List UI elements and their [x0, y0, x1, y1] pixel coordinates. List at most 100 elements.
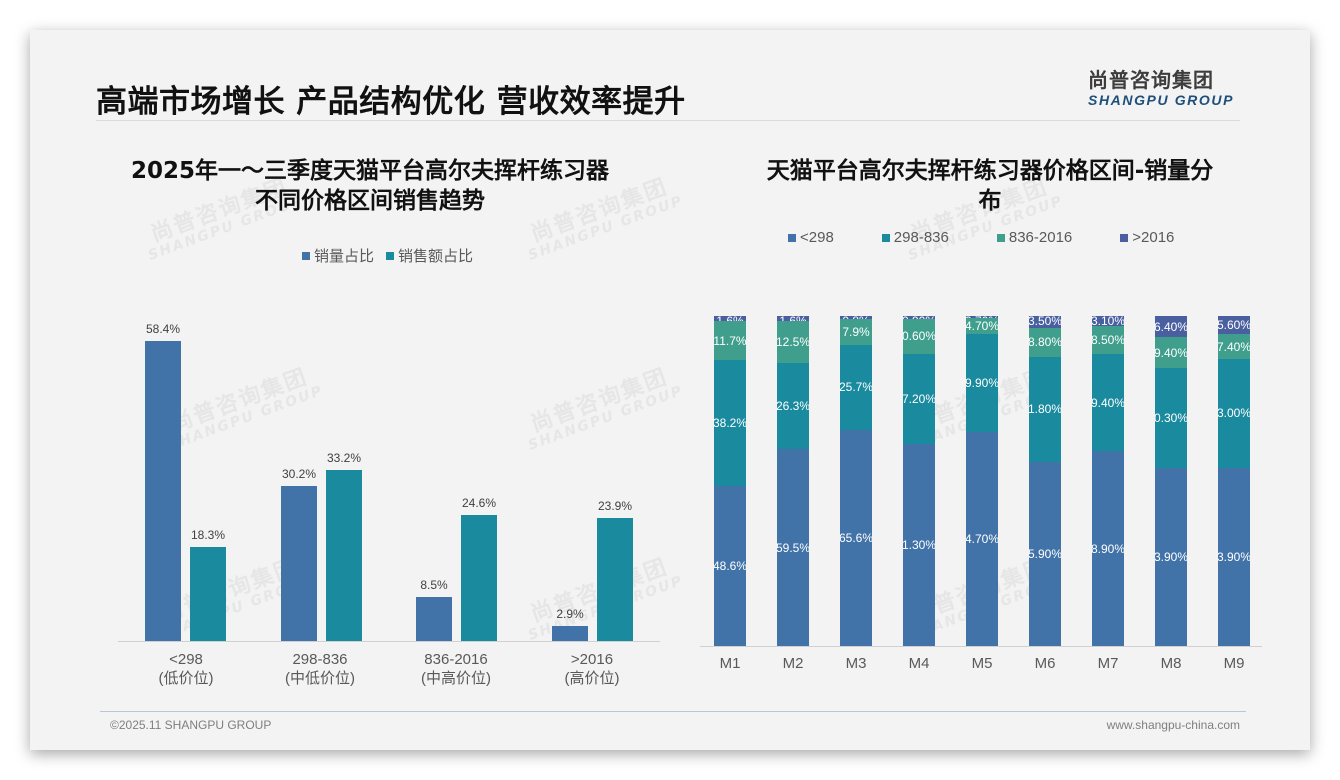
bar-value-label: 24.6%	[461, 496, 497, 510]
segment-value-label: 38.2%	[714, 415, 746, 430]
bar-value-label: 8.5%	[420, 578, 448, 592]
stacked-bar: 3.90% 3.00% 7.40% 5.60%	[1218, 316, 1250, 646]
stacked-bar: 3.90% 0.30% 9.40% 6.40%	[1155, 316, 1187, 646]
bar-value-label: 2.9%	[556, 607, 584, 621]
bar-segment: 6.40%	[1155, 316, 1187, 338]
bar-segment: 4.70%	[966, 432, 998, 646]
segment-value-label: 0.90%	[903, 316, 935, 319]
segment-value-label: 3.90%	[1218, 549, 1250, 564]
bar	[461, 515, 497, 641]
segment-value-label: 6.40%	[1155, 319, 1187, 334]
logo-en: SHANGPU GROUP	[1088, 92, 1235, 108]
bar-segment: 8.80%	[1029, 327, 1061, 357]
legend-swatch-icon	[788, 233, 796, 242]
segment-value-label: 7.20%	[903, 391, 935, 406]
bar-segment: 1.80%	[1029, 356, 1061, 462]
bar-value-label: 58.4%	[145, 322, 181, 336]
segment-value-label: 59.5%	[777, 540, 809, 555]
legend-item-lt298: <298	[788, 229, 834, 246]
segment-value-label: 1.80%	[1029, 402, 1061, 417]
bar	[326, 470, 362, 641]
category-label: 836-2016 (中高价位)	[421, 651, 491, 687]
category-label: >2016 (高价位)	[564, 651, 620, 687]
segment-value-label: 0.70%	[966, 316, 998, 318]
footer-website: www.shangpu-china.com	[1106, 718, 1240, 732]
month-label: M6	[1034, 655, 1056, 672]
bar-segment: 3.50%	[1029, 316, 1061, 328]
bar	[145, 341, 181, 641]
segment-value-label: 11.7%	[714, 333, 746, 348]
legend-item-298-836: 298-836	[881, 229, 949, 246]
bar-segment: 0.70%	[966, 316, 998, 319]
legend-swatch-icon	[386, 251, 395, 260]
legend-swatch-icon	[881, 233, 890, 242]
month-label: M8	[1160, 655, 1182, 672]
bar	[552, 626, 588, 641]
stacked-bar: 4.70%9.90%4.70%0.70%	[966, 316, 998, 646]
category-label: 298-836 (中低价位)	[285, 651, 355, 687]
bar-segment: 3.90%	[1155, 468, 1187, 646]
segment-value-label: 8.80%	[1029, 335, 1061, 350]
bar	[190, 547, 226, 641]
bar	[281, 486, 317, 641]
page-title: 高端市场增长 产品结构优化 营收效率提升	[96, 84, 686, 120]
segment-value-label: 25.7%	[840, 380, 872, 395]
bar-segment: 8.50%	[1092, 326, 1124, 355]
right-chart-x-axis	[700, 646, 1262, 647]
segment-value-label: 9.90%	[966, 376, 998, 391]
segment-value-label: 12.5%	[777, 334, 809, 349]
segment-value-label: 0.30%	[1155, 411, 1187, 426]
month-label: M3	[845, 655, 867, 672]
slide: 高端市场增长 产品结构优化 营收效率提升 尚普咨询集团 SHANGPU GROU…	[30, 30, 1310, 750]
segment-value-label: 5.90%	[1029, 546, 1061, 561]
bar-segment: 1.6%	[714, 316, 746, 322]
segment-value-label: 3.90%	[1155, 550, 1187, 565]
segment-value-label: 7.9%	[842, 324, 870, 339]
segment-value-label: 9.40%	[1155, 345, 1187, 360]
legend-item-gt2016: >2016	[1120, 229, 1174, 246]
bar-segment: 9.40%	[1155, 337, 1187, 369]
bar-segment: 9.90%	[966, 333, 998, 433]
bar-segment: 11.7%	[714, 321, 746, 360]
bar-segment: 26.3%	[777, 362, 809, 450]
bar-segment: 12.5%	[777, 321, 809, 363]
segment-value-label: 8.90%	[1092, 541, 1124, 556]
segment-value-label: 3.50%	[1029, 316, 1061, 328]
stacked-bar: 59.5% 26.3% 12.5% 1.6%	[777, 316, 809, 646]
right-chart-legend: <298 298-836 836-2016 >2016	[788, 229, 1186, 246]
month-label: M9	[1223, 655, 1245, 672]
stacked-bar: 65.6% 25.7% 7.9% 0.8%	[840, 316, 872, 646]
month-label: M7	[1097, 655, 1119, 672]
bar-value-label: 18.3%	[190, 528, 226, 542]
stacked-bar: 5.90% 1.80% 8.80% 3.50%	[1029, 316, 1061, 646]
bar-segment: 0.60%	[903, 318, 935, 354]
month-label: M2	[782, 655, 804, 672]
bar-segment: 0.30%	[1155, 368, 1187, 469]
right-chart-title: 天猫平台高尔夫挥杆练习器价格区间-销量分 布	[766, 158, 1214, 214]
legend-swatch-icon	[302, 251, 310, 260]
segment-value-label: 7.40%	[1218, 339, 1250, 354]
legend-item-revenue: 销售额占比	[386, 245, 473, 266]
bar-segment: 8.90%	[1092, 451, 1124, 646]
bar-segment: 1.30%	[903, 443, 935, 646]
segment-value-label: 1.6%	[777, 316, 809, 321]
bar-value-label: 33.2%	[326, 451, 362, 465]
legend-item-836-2016: 836-2016	[996, 229, 1072, 246]
month-label: M5	[971, 655, 993, 672]
stacked-bar: 1.30% 7.20% 0.60% 0.90%	[903, 316, 935, 646]
bar-segment: 7.40%	[1218, 334, 1250, 359]
segment-value-label: 3.10%	[1092, 316, 1124, 327]
segment-value-label: 65.6%	[840, 530, 872, 545]
bar-segment: 48.6%	[714, 485, 746, 646]
segment-value-label: 4.70%	[966, 532, 998, 547]
footer-divider	[100, 711, 1246, 712]
bar	[416, 597, 452, 641]
segment-value-label: 9.40%	[1092, 395, 1124, 410]
legend-item-volume: 销量占比	[302, 245, 374, 266]
segment-value-label: 0.60%	[903, 329, 935, 344]
segment-value-label: 1.6%	[714, 316, 746, 321]
company-logo: 尚普咨询集团 SHANGPU GROUP	[1088, 64, 1238, 108]
month-label: M4	[908, 655, 930, 672]
